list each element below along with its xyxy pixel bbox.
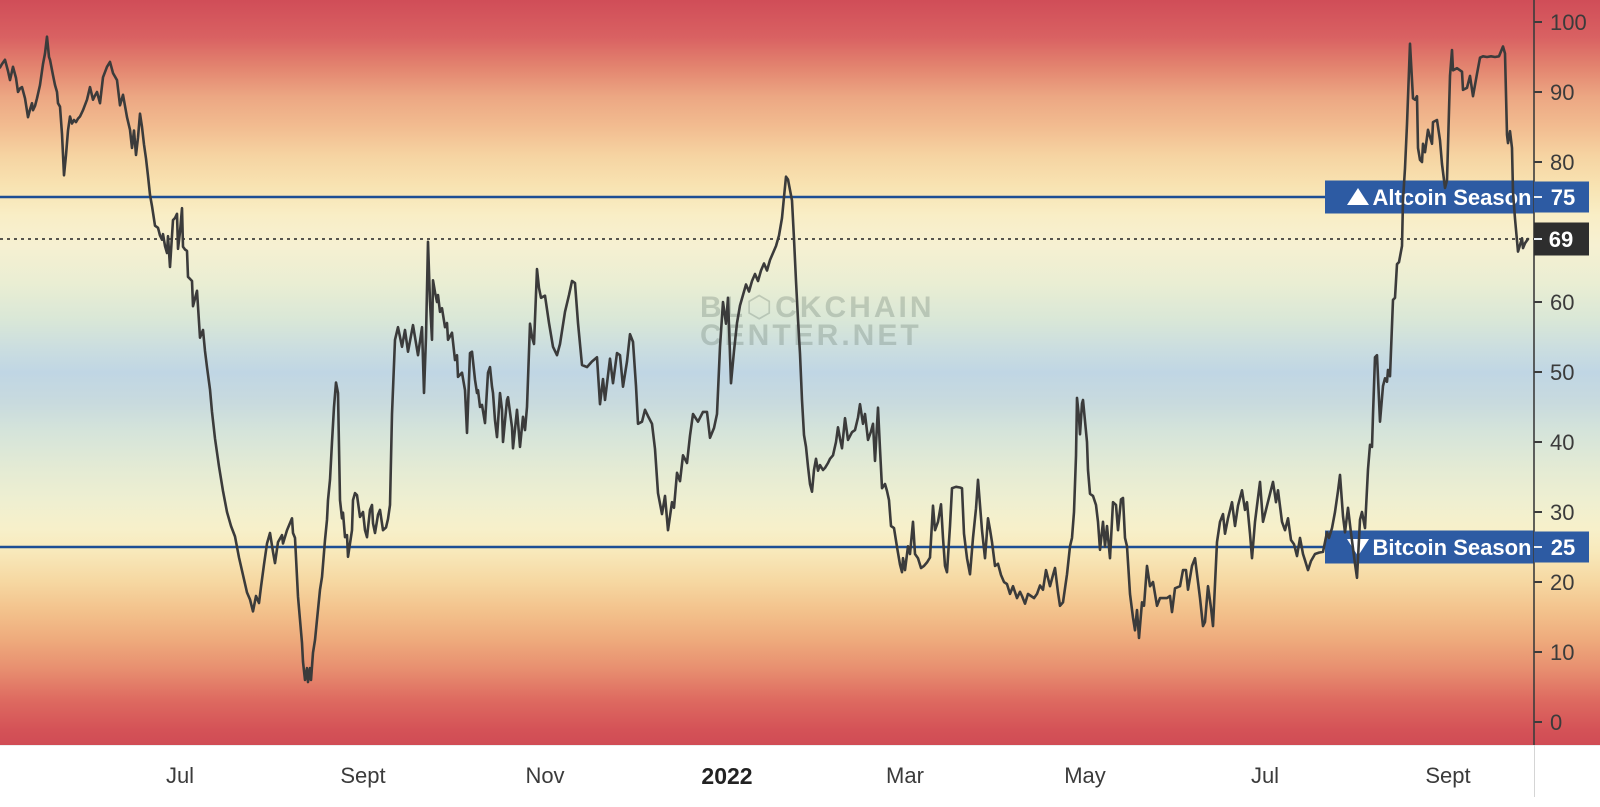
y-axis-label: 50	[1550, 360, 1574, 385]
x-axis: Jul Sept Nov 2022 Mar May Jul Sept	[0, 745, 1600, 807]
x-axis-label: Sept	[340, 763, 386, 788]
gradient-background: BL⬡CKCHAIN CENTER.NET Altcoin Season Bit…	[0, 0, 1600, 745]
y-axis-label: 60	[1550, 290, 1574, 315]
y-axis-label: 30	[1550, 500, 1574, 525]
chart-canvas: Altcoin Season Bitcoin Season 0 10 20 30 40 5…	[0, 0, 1589, 745]
axis-continuation-line	[1534, 745, 1535, 797]
altcoin-season-label: Altcoin Season	[1373, 185, 1532, 210]
y-axis-labels: 0 10 20 30 40 50 60 80 90 100	[1550, 10, 1587, 735]
axis-badge-25-value: 25	[1551, 535, 1575, 560]
badge-tick-marks	[1534, 196, 1542, 548]
y-axis-label: 10	[1550, 640, 1574, 665]
axis-badge-current: 69	[1534, 222, 1589, 256]
y-axis-label: 40	[1550, 430, 1574, 455]
x-axis-label: Nov	[525, 763, 565, 788]
x-axis-label: 2022	[701, 763, 753, 789]
axis-badge-75: 75	[1534, 181, 1589, 213]
y-axis-label: 90	[1550, 80, 1574, 105]
triangle-up-icon	[1347, 188, 1369, 205]
bitcoin-season-badge: Bitcoin Season	[1325, 530, 1534, 564]
y-axis-label: 0	[1550, 710, 1562, 735]
y-axis-label: 100	[1550, 10, 1587, 35]
x-axis-label: May	[1064, 763, 1106, 788]
y-axis-label: 20	[1550, 570, 1574, 595]
bitcoin-season-label: Bitcoin Season	[1373, 535, 1532, 560]
axis-badge-current-value: 69	[1549, 227, 1573, 252]
axis-badge-75-value: 75	[1551, 185, 1575, 210]
x-axis-label: Mar	[886, 763, 924, 788]
axis-badge-25: 25	[1534, 531, 1589, 563]
y-axis-ticks	[1534, 21, 1542, 723]
x-axis-label: Jul	[165, 763, 195, 788]
x-axis-label: Sept	[1425, 763, 1471, 788]
index-line	[0, 35, 1530, 684]
x-axis-label: Jul	[1250, 763, 1280, 788]
y-axis-label: 80	[1550, 150, 1574, 175]
altcoin-season-badge: Altcoin Season	[1325, 180, 1534, 214]
